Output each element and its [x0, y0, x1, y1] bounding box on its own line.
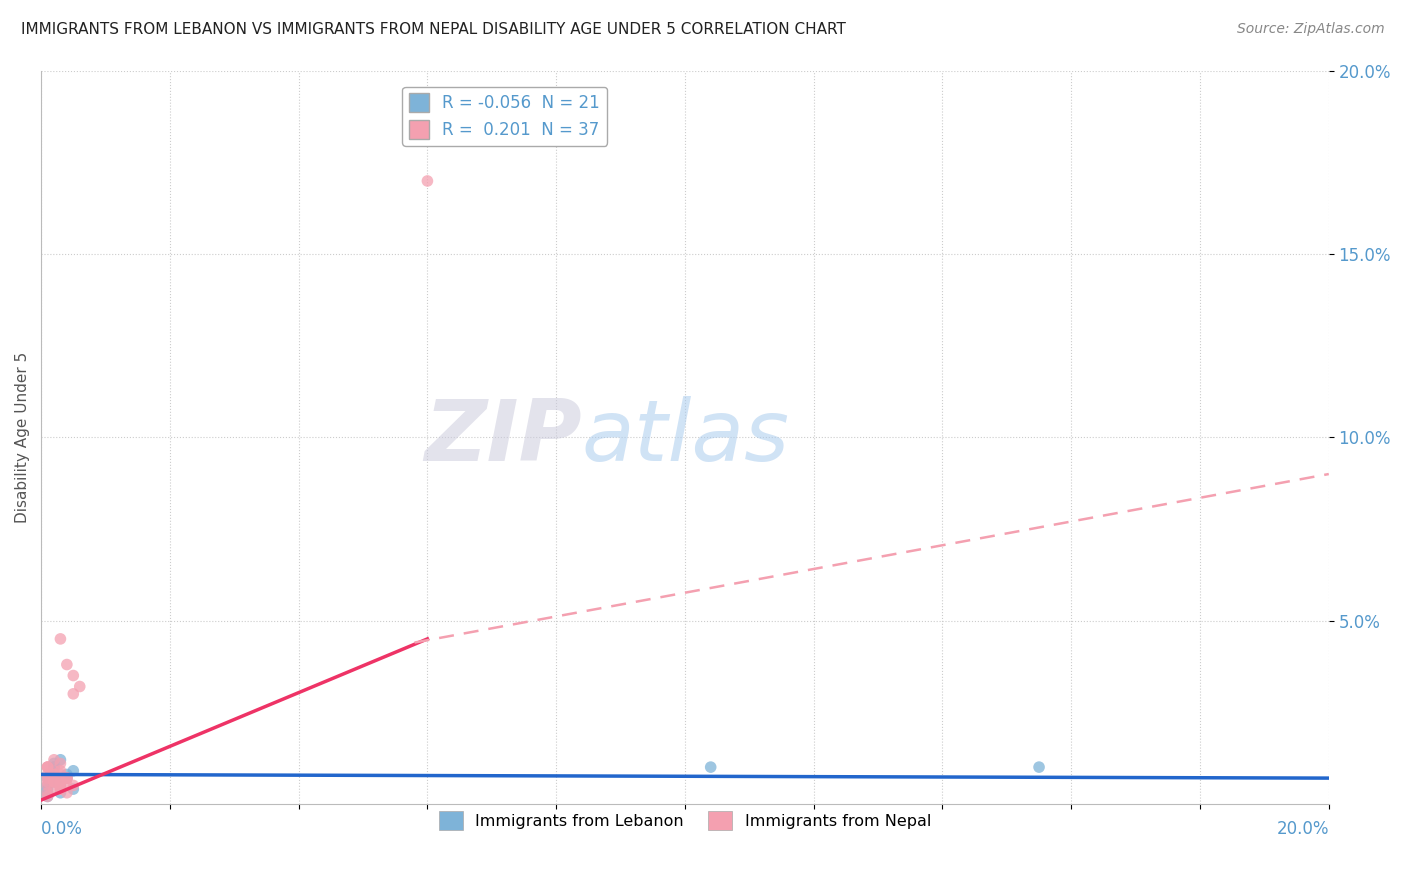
Text: IMMIGRANTS FROM LEBANON VS IMMIGRANTS FROM NEPAL DISABILITY AGE UNDER 5 CORRELAT: IMMIGRANTS FROM LEBANON VS IMMIGRANTS FR…: [21, 22, 846, 37]
Point: [49, 767, 72, 781]
Point: [37, 774, 59, 789]
Point: [56, 767, 79, 781]
Point: [42, 774, 65, 789]
Point: [42, 782, 65, 797]
Point: [37, 767, 59, 781]
Point: [37, 760, 59, 774]
Point: [49, 782, 72, 797]
Point: [62, 779, 84, 793]
Text: 20.0%: 20.0%: [1277, 820, 1329, 838]
Point: [69, 680, 91, 694]
Point: [62, 687, 84, 701]
Point: [49, 779, 72, 793]
Point: [37, 782, 59, 797]
Point: [49, 786, 72, 800]
Point: [42, 767, 65, 781]
Point: [416, 174, 439, 188]
Point: [42, 774, 65, 789]
Point: [49, 753, 72, 767]
Point: [49, 774, 72, 789]
Point: [49, 774, 72, 789]
Point: [49, 774, 72, 789]
Y-axis label: Disability Age Under 5: Disability Age Under 5: [15, 351, 30, 523]
Point: [42, 760, 65, 774]
Point: [42, 760, 65, 774]
Point: [49, 779, 72, 793]
Point: [42, 764, 65, 778]
Point: [42, 753, 65, 767]
Text: atlas: atlas: [582, 396, 790, 479]
Point: [42, 771, 65, 785]
Point: [42, 756, 65, 771]
Point: [49, 756, 72, 771]
Legend: R = -0.056  N = 21, R =  0.201  N = 37: R = -0.056 N = 21, R = 0.201 N = 37: [402, 87, 607, 145]
Point: [56, 786, 79, 800]
Point: [37, 789, 59, 804]
Point: [699, 760, 721, 774]
Point: [56, 779, 79, 793]
Point: [62, 668, 84, 682]
Point: [56, 771, 79, 785]
Point: [49, 764, 72, 778]
Text: Source: ZipAtlas.com: Source: ZipAtlas.com: [1237, 22, 1385, 37]
Point: [49, 632, 72, 646]
Point: [56, 771, 79, 785]
Point: [37, 789, 59, 804]
Point: [56, 771, 79, 785]
Point: [37, 786, 59, 800]
Point: [42, 767, 65, 781]
Point: [62, 764, 84, 778]
Point: [42, 774, 65, 789]
Point: [37, 760, 59, 774]
Point: [56, 771, 79, 785]
Point: [37, 771, 59, 785]
Point: [37, 779, 59, 793]
Point: [37, 771, 59, 785]
Point: [37, 760, 59, 774]
Point: [37, 779, 59, 793]
Point: [1028, 760, 1050, 774]
Point: [37, 786, 59, 800]
Point: [42, 767, 65, 781]
Text: 0.0%: 0.0%: [41, 820, 83, 838]
Text: ZIP: ZIP: [425, 396, 582, 479]
Point: [56, 657, 79, 672]
Point: [62, 782, 84, 797]
Point: [49, 774, 72, 789]
Point: [49, 782, 72, 797]
